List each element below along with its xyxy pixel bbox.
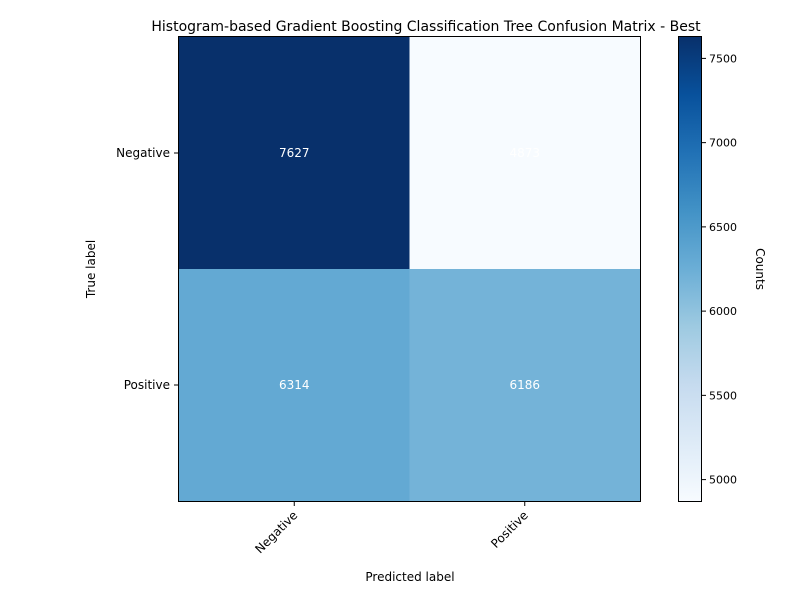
cell-value-label: 6314 [279,378,310,392]
cell-value-label: 6186 [509,378,540,392]
x-tick-label: Negative [252,508,300,556]
chart-title: Histogram-based Gradient Boosting Classi… [151,19,701,35]
colorbar-tick-label: 7500 [709,52,737,65]
colorbar-tick-label: 6000 [709,305,737,318]
cell-value-label: 4873 [509,146,540,160]
x-axis-ticks: Negative Positive [252,501,531,556]
colorbar-label: Counts [753,248,767,290]
y-tick-label: Positive [124,378,170,392]
colorbar-tick-label: 5500 [709,389,737,402]
y-tick-label: Negative [116,146,170,160]
colorbar [678,36,702,502]
heatmap-cells [179,37,641,502]
plot-frame [178,36,641,502]
heatmap-cell [179,37,410,270]
colorbar-tick-label: 6500 [709,221,737,234]
colorbar-ticks: 5000 5500 6000 6500 7000 7500 [701,52,737,487]
y-axis-label: True label [84,240,98,299]
cell-value-label: 7627 [279,146,310,160]
x-tick-label: Positive [488,508,531,551]
y-axis-ticks: Negative Positive [116,146,179,392]
heatmap-cell [409,37,641,270]
heatmap-cell-labels: 7627 4873 6314 6186 [279,146,540,392]
colorbar-tick-label: 7000 [709,137,737,150]
heatmap-cell [409,269,641,502]
heatmap-cell [179,269,410,502]
x-axis-label: Predicted label [365,570,454,584]
colorbar-tick-label: 5000 [709,474,737,487]
